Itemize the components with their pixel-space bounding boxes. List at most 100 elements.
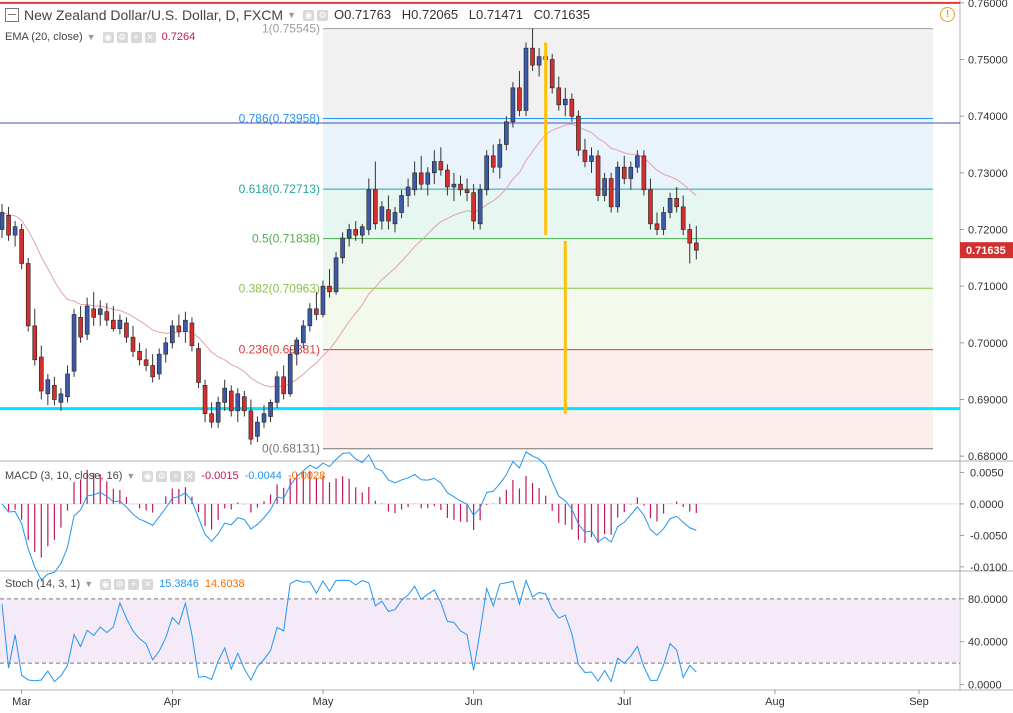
candle-body (399, 195, 404, 213)
candle-body (615, 166, 621, 208)
fib-level-label: 1(0.75545) (262, 22, 320, 36)
candle-body (602, 178, 607, 196)
candle-body (32, 325, 38, 361)
symbol-legend: New Zealand Dollar/U.S. Dollar, D, FXCM … (5, 7, 597, 23)
stoch-d-value: 14.6038 (204, 578, 245, 590)
stoch-k-value: 15.3846 (159, 578, 199, 590)
candle-body (412, 172, 417, 191)
stoch-tick-label: 80.0000 (968, 594, 1008, 606)
ema-title: EMA (20, close) (5, 31, 83, 43)
candle-body (536, 56, 542, 66)
candle-body (353, 229, 359, 236)
candle-body (359, 226, 365, 236)
stoch-legend: Stoch (14, 3, 1) ▼ ◉ ⚙ + ✕ 15.3846 14.60… (5, 576, 245, 592)
candle-body (124, 322, 129, 338)
candle-body (425, 172, 431, 185)
candle-body (294, 339, 300, 355)
candle-body (91, 308, 96, 318)
price-tick-label: 0.72000 (968, 225, 1008, 237)
candle-body (261, 413, 267, 423)
fib-level-label: 0.5(0.71838) (252, 232, 320, 246)
candle-body (510, 87, 516, 123)
settings-icon[interactable]: ⚙ (116, 31, 128, 43)
fib-level-label: 0(0.68131) (262, 442, 320, 456)
candle-body (189, 322, 195, 346)
close-icon[interactable]: ✕ (142, 578, 154, 590)
macd-title: MACD (3, 10, close, 16) (5, 470, 123, 482)
candle-body (215, 402, 221, 423)
candle-body (327, 285, 332, 293)
stoch-title: Stoch (14, 3, 1) (5, 578, 81, 590)
price-tick-label: 0.73000 (968, 168, 1008, 180)
candle-body (228, 390, 234, 412)
stoch-tick-label: 0.0000 (968, 680, 1002, 692)
add-icon[interactable]: + (128, 578, 140, 590)
low-value: L0.71471 (468, 7, 523, 22)
chevron-down-icon[interactable]: ▼ (84, 579, 94, 589)
fib-level-label: 0.786(0.73958) (239, 112, 320, 126)
add-icon[interactable]: + (170, 470, 182, 482)
last-price-badge (960, 242, 1013, 259)
settings-icon[interactable]: ⚙ (114, 578, 126, 590)
candle-body (392, 212, 398, 225)
candle-body (484, 155, 490, 191)
candle-body (150, 365, 155, 378)
close-icon[interactable]: ✕ (144, 31, 156, 43)
chevron-down-icon[interactable]: ▼ (126, 471, 136, 481)
visibility-icon[interactable]: ◉ (303, 9, 314, 21)
candle-body (556, 87, 562, 106)
candle-body (6, 215, 11, 236)
candle-body (0, 212, 5, 230)
chevron-down-icon[interactable]: ▼ (287, 10, 296, 20)
visibility-icon[interactable]: ◉ (142, 470, 154, 482)
candle-body (523, 47, 529, 111)
candle-body (504, 121, 509, 145)
candle-body (608, 178, 614, 208)
candle-body (255, 421, 260, 437)
time-tick-label: Mar (12, 696, 31, 708)
candle-body (183, 319, 188, 332)
visibility-icon[interactable]: ◉ (102, 31, 114, 43)
macd-signal-value: -0.0028 (287, 470, 326, 482)
fib-level-label: 0.236(0.69881) (239, 343, 320, 357)
alert-icon[interactable]: ! (940, 7, 955, 22)
candle-body (274, 376, 280, 403)
candle-body (431, 161, 437, 174)
candle-body (451, 183, 457, 188)
stoch-tick-label: 40.0000 (968, 637, 1008, 649)
candle-body (71, 314, 77, 372)
last-price-label: 0.71635 (966, 245, 1006, 257)
price-tick-label: 0.69000 (968, 395, 1008, 407)
candle-body (52, 385, 57, 400)
macd-tick-label: 0.0000 (970, 499, 1004, 511)
candle-body (562, 98, 568, 106)
candle-body (674, 198, 679, 208)
fib-band (323, 28, 933, 119)
chevron-down-icon[interactable]: ▼ (86, 32, 96, 42)
time-tick-label: Jun (465, 696, 483, 708)
candle-body (25, 263, 31, 327)
candle-body (582, 149, 588, 162)
candle-body (438, 161, 444, 171)
candle-body (576, 115, 581, 151)
close-icon[interactable]: ✕ (184, 470, 196, 482)
candle-body (366, 189, 372, 230)
fib-band (323, 189, 933, 239)
candle-body (170, 325, 175, 344)
time-tick-label: Jul (617, 696, 631, 708)
open-value: O0.71763 (334, 7, 392, 22)
candle-body (641, 155, 647, 191)
candle-body (19, 229, 24, 264)
settings-icon[interactable]: ⚙ (156, 470, 168, 482)
add-icon[interactable]: + (130, 31, 142, 43)
candle-body (458, 183, 463, 191)
settings-icon[interactable]: ⚙ (317, 9, 328, 21)
macd-tick-label: 0.0050 (970, 467, 1004, 479)
visibility-icon[interactable]: ◉ (100, 578, 112, 590)
candle-body (12, 226, 18, 236)
candle-body (84, 305, 90, 335)
collapse-icon[interactable] (5, 8, 19, 22)
candle-body (687, 229, 693, 244)
ohlc-values: O0.71763 H0.72065 L0.71471 C0.71635 (334, 7, 597, 23)
